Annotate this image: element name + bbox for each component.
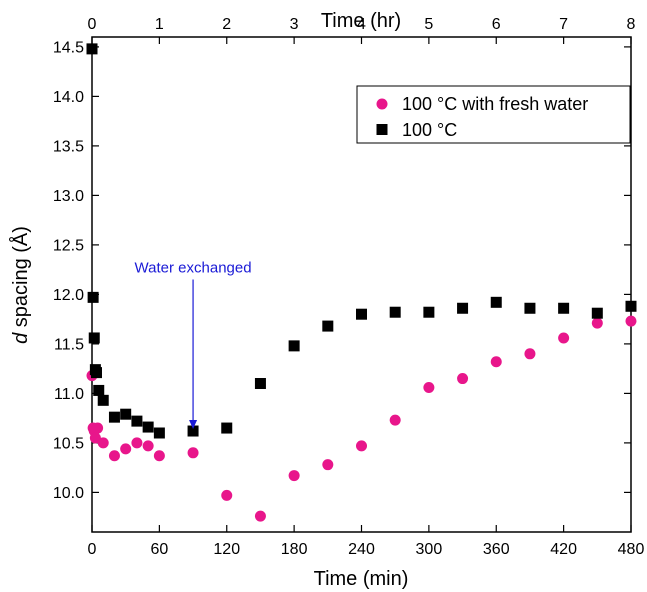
data-point-square xyxy=(423,306,435,318)
y-tick-label: 13.5 xyxy=(53,138,84,155)
data-point-square xyxy=(120,408,132,420)
legend-marker-circle xyxy=(376,98,388,110)
data-point-square xyxy=(322,320,334,332)
data-point-circle xyxy=(423,381,435,393)
x2-tick-label: 4 xyxy=(357,16,366,33)
data-point-circle xyxy=(131,437,143,449)
x2-tick-label: 7 xyxy=(559,16,568,33)
x2-tick-label: 5 xyxy=(424,16,433,33)
data-point-square xyxy=(457,302,469,314)
x2-tick-label: 3 xyxy=(290,16,299,33)
x2-tick-label: 1 xyxy=(155,16,164,33)
data-point-square xyxy=(591,307,603,319)
data-point-circle xyxy=(97,437,109,449)
data-point-square xyxy=(108,411,120,423)
x-tick-label: 0 xyxy=(88,541,97,558)
data-point-square xyxy=(490,296,502,308)
x2-tick-label: 0 xyxy=(88,16,97,33)
x2-axis-title: Time (hr) xyxy=(321,10,401,32)
data-point-circle xyxy=(457,373,469,385)
y-tick-label: 14.5 xyxy=(53,39,84,56)
data-point-square xyxy=(187,425,199,437)
data-point-circle xyxy=(108,450,120,462)
data-point-square xyxy=(97,394,109,406)
data-point-square xyxy=(558,302,570,314)
tick-labels: 0 60 120 180 240 300 360 420 480 0 1 2 3 4 5 6 7 8 10.0 10.… xyxy=(53,16,645,558)
data-point-square xyxy=(524,302,536,314)
y-axis-title: d spacing (Å) xyxy=(9,226,32,344)
y-axis-title-rest: spacing (Å) xyxy=(9,226,32,333)
legend-box xyxy=(356,85,631,144)
data-point-circle xyxy=(187,447,199,459)
series-square xyxy=(86,43,637,439)
data-point-circle xyxy=(153,450,165,462)
y-tick-label: 10.0 xyxy=(53,485,84,502)
data-point-square xyxy=(88,332,100,344)
data-point-square xyxy=(288,340,300,352)
data-point-square xyxy=(93,384,105,396)
legend-marker-square xyxy=(376,124,388,135)
x-tick-label: 60 xyxy=(150,541,168,558)
annotation-arrow-head xyxy=(189,420,198,430)
x-tick-label: 480 xyxy=(618,541,645,558)
x-tick-label: 300 xyxy=(416,541,443,558)
data-point-circle xyxy=(490,356,502,368)
legend-label-fresh-water: 100 °C with fresh water xyxy=(402,94,588,114)
data-points xyxy=(86,43,637,522)
y-tick-label: 10.5 xyxy=(53,435,84,452)
data-point-square xyxy=(142,421,154,433)
data-point-circle xyxy=(221,489,233,501)
data-point-square xyxy=(86,43,98,55)
x2-tick-label: 2 xyxy=(222,16,231,33)
annotation-water-exchanged: Water exchanged xyxy=(135,260,252,430)
data-point-square xyxy=(90,367,102,379)
x2-tick-label: 8 xyxy=(627,16,636,33)
legend-label-100c: 100 °C xyxy=(402,120,457,140)
data-point-square xyxy=(221,422,233,434)
x-tick-label: 360 xyxy=(483,541,510,558)
data-point-circle xyxy=(591,317,603,329)
data-point-circle xyxy=(558,332,570,344)
data-point-square xyxy=(389,306,401,318)
data-point-square xyxy=(131,415,143,427)
data-point-circle xyxy=(89,432,101,444)
y-tick-label: 11.0 xyxy=(54,386,84,403)
data-point-circle xyxy=(524,348,536,360)
data-point-circle xyxy=(389,414,401,426)
x-axis-title: Time (min) xyxy=(314,568,409,590)
x-tick-label: 240 xyxy=(348,541,375,558)
data-point-circle xyxy=(356,440,367,452)
data-point-square xyxy=(153,427,165,439)
data-point-square xyxy=(625,300,637,312)
x-tick-label: 120 xyxy=(213,541,240,558)
data-point-square xyxy=(87,291,99,303)
data-point-circle xyxy=(322,459,334,471)
data-point-circle xyxy=(92,422,104,434)
y-axis-title-italic: d xyxy=(10,332,32,344)
y-tick-label: 12.0 xyxy=(53,287,84,304)
data-point-square xyxy=(254,378,266,389)
x-tick-label: 180 xyxy=(281,541,308,558)
data-point-circle xyxy=(142,440,154,452)
data-point-circle xyxy=(625,315,637,327)
data-point-square xyxy=(356,308,367,320)
y-tick-label: 11.5 xyxy=(54,336,84,353)
y-tick-label: 12.5 xyxy=(53,237,84,254)
x-tick-label: 420 xyxy=(550,541,577,558)
y-tick-label: 13.0 xyxy=(53,188,84,205)
legend: 100 °C with fresh water 100 °C xyxy=(356,85,631,144)
data-point-circle xyxy=(254,510,266,522)
data-point-circle xyxy=(288,470,300,482)
series-circle xyxy=(86,315,637,522)
data-point-circle xyxy=(120,443,132,455)
y-tick-label: 14.0 xyxy=(53,89,84,106)
x2-tick-label: 6 xyxy=(492,16,501,33)
annotation-text: Water exchanged xyxy=(135,260,252,277)
